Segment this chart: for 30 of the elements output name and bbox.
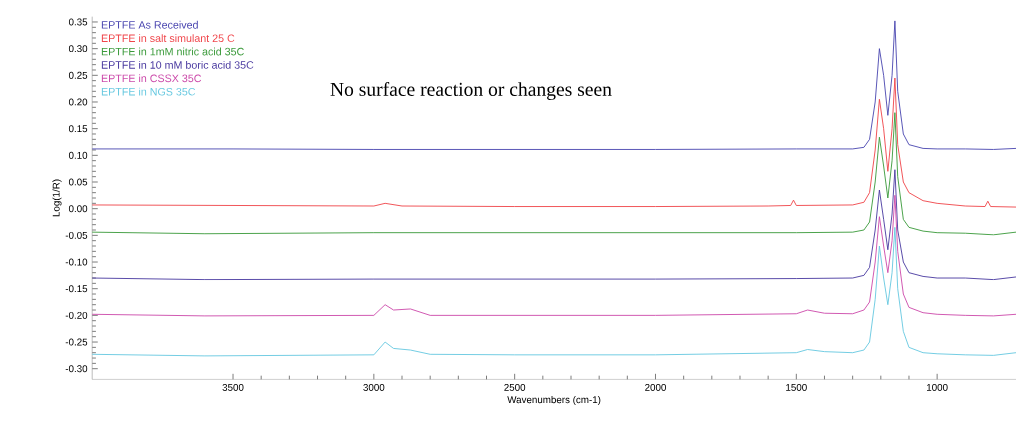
y-tick-label: 0.20 xyxy=(68,98,88,106)
x-tick-label: 2500 xyxy=(504,384,526,392)
text: EPTFE in 10 mM boric acid 35C xyxy=(101,61,254,69)
line-series xyxy=(91,227,1016,357)
x-tick-label: 3000 xyxy=(363,384,385,392)
y-tick-label: 0.10 xyxy=(68,151,88,159)
x-tick-label: 1500 xyxy=(786,384,807,392)
y-tick-label: -0.15 xyxy=(65,285,88,293)
y-tick-label: 0.15 xyxy=(68,125,88,133)
y-tick-label: 0.35 xyxy=(68,18,88,26)
annotation: No surface reaction or changes seen xyxy=(330,82,612,101)
y-tick-label: -0.30 xyxy=(65,365,88,373)
y-tick-label: -0.25 xyxy=(65,338,88,346)
y-tick-label: -0.20 xyxy=(65,312,88,319)
y-axis-title: Log(1/R) xyxy=(52,179,62,217)
y-tick-label: 0.05 xyxy=(68,178,88,186)
x-tick-label: 2000 xyxy=(645,384,666,392)
y-tick-label: 0.25 xyxy=(68,71,88,79)
x-tick-label: 3500 xyxy=(222,384,244,392)
text: EPTFE in 1mM nitric acid 35C xyxy=(101,47,244,56)
y-tick-label: -0.05 xyxy=(65,232,88,239)
y-tick-label: -0.10 xyxy=(65,258,88,266)
text: EPTFE in salt simulant 25 C xyxy=(101,34,235,43)
text: EPTFE in NGS 35C xyxy=(101,87,196,96)
x-axis-title: Wavenumbers (cm-1) xyxy=(507,396,601,406)
x-tick-label: 1000 xyxy=(926,384,948,392)
text: EPTFE in CSSX 35C xyxy=(101,74,202,83)
y-tick-label: 0.00 xyxy=(68,205,88,213)
text: EPTFE As Received xyxy=(101,20,198,29)
y-tick-label: 0.30 xyxy=(68,45,88,53)
